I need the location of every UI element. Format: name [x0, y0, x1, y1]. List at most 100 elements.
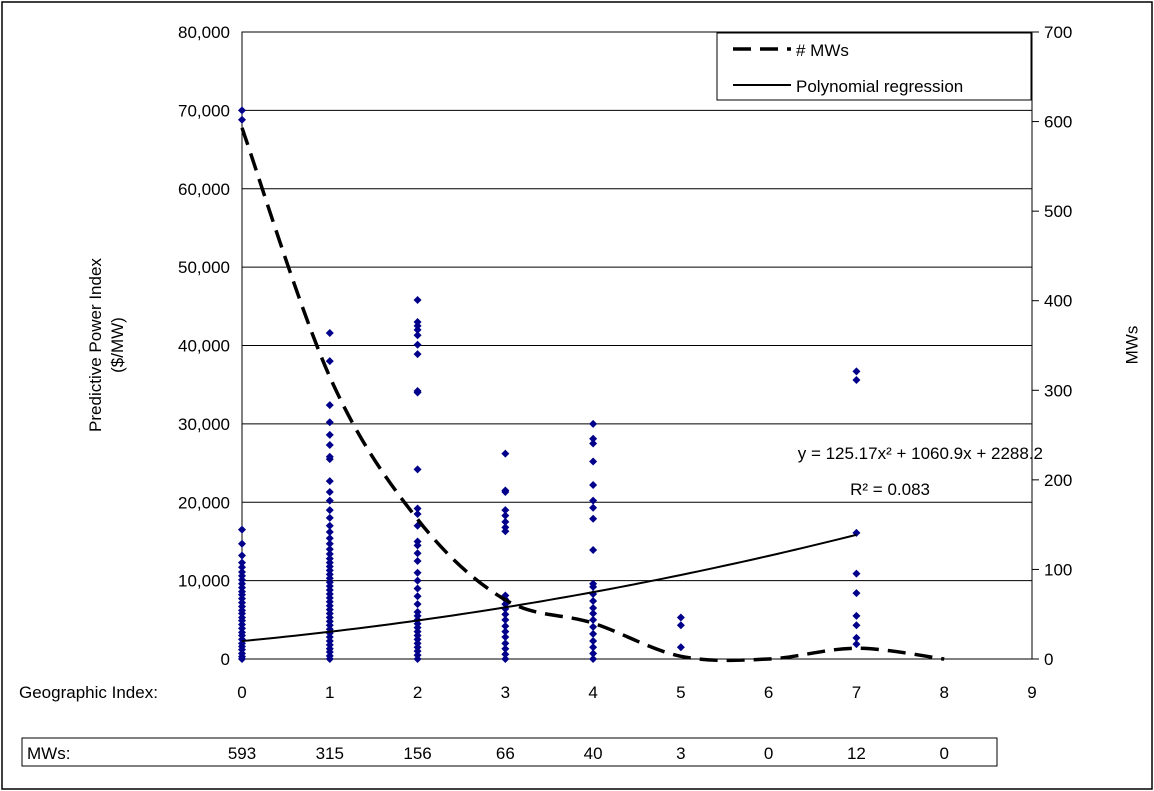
scatter-point [413, 592, 422, 601]
y2-axis-title: MWs [1122, 326, 1141, 365]
regression-equation: y = 125.17x² + 1060.9x + 2288.2 [798, 444, 1043, 463]
scatter-point [589, 636, 598, 645]
y-tick-label: 40,000 [178, 337, 230, 356]
mws-table: MWs: 593 315 156 66 40 3 0 12 0 [21, 737, 998, 767]
y2-tick-label: 100 [1044, 560, 1072, 579]
scatter-point [413, 568, 422, 577]
y-tick-label: 0 [221, 650, 230, 669]
y2-tick-label: 0 [1044, 650, 1053, 669]
scatter-point [589, 609, 598, 618]
legend: # MWs Polynomial regression [716, 32, 1032, 101]
x-tick-label: 6 [764, 683, 773, 702]
scatter-point [325, 430, 334, 439]
grid-lines [242, 109, 1032, 582]
scatter-point [325, 545, 334, 554]
x-tick-label: 5 [676, 683, 685, 702]
scatter-point [325, 528, 334, 537]
x-tick-label: 0 [237, 683, 246, 702]
scatter-point [501, 615, 510, 624]
scatter-point [501, 655, 510, 663]
scatter-point [413, 317, 422, 326]
regression-r2: R² = 0.083 [850, 480, 930, 499]
scatter-point [325, 549, 334, 558]
scatter-point [325, 477, 334, 486]
legend-label-regression: Polynomial regression [796, 77, 963, 96]
y-tick-label: 10,000 [178, 572, 230, 591]
mws-table-value: 3 [676, 744, 685, 763]
scatter-point [413, 510, 422, 519]
y-tick-label: 70,000 [178, 101, 230, 120]
scatter-point [238, 115, 246, 124]
scatter-point [589, 622, 598, 631]
scatter-point [589, 503, 598, 512]
scatter-point [676, 621, 685, 630]
mws-table-value: 66 [496, 744, 515, 763]
scatter-point [589, 615, 598, 624]
scatter-point [325, 401, 334, 410]
scatter-point [325, 554, 334, 563]
scatter-point [501, 449, 510, 458]
x-tick-label: 7 [852, 683, 861, 702]
scatter-point [325, 506, 334, 515]
scatter-point [325, 441, 334, 450]
regression-line [241, 533, 857, 643]
scatter-point [413, 331, 422, 340]
scatter-point [852, 589, 861, 598]
y2-tick-label: 500 [1044, 202, 1072, 221]
scatter-point [238, 558, 246, 567]
scatter-point [501, 511, 510, 520]
scatter-point [238, 568, 246, 577]
scatter-point [501, 517, 510, 526]
scatter-point [413, 557, 422, 566]
scatter-point [325, 452, 334, 461]
scatter-point [325, 328, 334, 337]
scatter-point [852, 633, 861, 642]
scatter-point [501, 650, 510, 659]
scatter-point [413, 465, 422, 474]
y2-tick-label: 300 [1044, 381, 1072, 400]
scatter-point [501, 610, 510, 619]
mws-table-value: 0 [939, 744, 948, 763]
scatter-point [413, 537, 422, 546]
x-tick-label: 8 [939, 683, 948, 702]
scatter-point [413, 504, 422, 513]
scatter-point [501, 633, 510, 642]
scatter-point [589, 496, 598, 505]
scatter-point [852, 375, 861, 384]
scatter-point [238, 525, 246, 534]
scatter-point [413, 350, 422, 359]
y2-tick-label: 400 [1044, 292, 1072, 311]
scatter-point [589, 419, 598, 428]
y2-tick-label: 200 [1044, 471, 1072, 490]
scatter-point [325, 513, 334, 522]
x-tick-label: 9 [1027, 683, 1036, 702]
scatter-point [238, 539, 246, 548]
mws-table-value: 156 [403, 744, 431, 763]
y-axis: 0 10,000 20,000 30,000 40,000 50,000 60,000 70,… [178, 23, 230, 669]
scatter-point [676, 643, 685, 652]
plot-area [241, 31, 1033, 660]
scatter-point [852, 611, 861, 620]
scatter-point [325, 496, 334, 505]
scatter-point [852, 367, 861, 376]
scatter-point [589, 579, 598, 588]
scatter-point [501, 486, 510, 495]
scatter-point [589, 434, 598, 443]
scatter-point [238, 551, 246, 560]
mws-table-value: 593 [228, 744, 256, 763]
scatter-point [589, 629, 598, 638]
y2-tick-label: 600 [1044, 113, 1072, 132]
scatter-point [589, 514, 598, 523]
y-tick-label: 30,000 [178, 415, 230, 434]
scatter-point [501, 523, 510, 532]
x-tick-label: 1 [325, 683, 334, 702]
x-tick-label: 3 [501, 683, 510, 702]
scatter-point [589, 643, 598, 652]
scatter-point [852, 621, 861, 630]
scatter-point [589, 546, 598, 555]
mws-table-value: 12 [847, 744, 866, 763]
mws-table-value: 315 [316, 744, 344, 763]
scatter-point [852, 569, 861, 578]
